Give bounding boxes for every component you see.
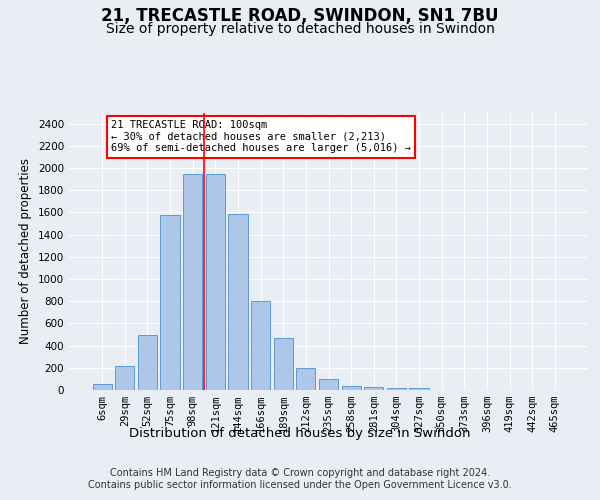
Bar: [409, 388, 428, 390]
Bar: [341, 386, 361, 390]
Bar: [92, 384, 112, 390]
Bar: [296, 368, 316, 390]
Y-axis label: Number of detached properties: Number of detached properties: [19, 158, 32, 344]
Text: 21, TRECASTLE ROAD, SWINDON, SN1 7BU: 21, TRECASTLE ROAD, SWINDON, SN1 7BU: [101, 8, 499, 26]
Bar: [274, 338, 293, 390]
Text: Size of property relative to detached houses in Swindon: Size of property relative to detached ho…: [106, 22, 494, 36]
Bar: [251, 301, 270, 390]
Bar: [319, 380, 338, 390]
Text: Contains public sector information licensed under the Open Government Licence v3: Contains public sector information licen…: [88, 480, 512, 490]
Bar: [206, 174, 225, 390]
Bar: [115, 366, 134, 390]
Text: Contains HM Land Registry data © Crown copyright and database right 2024.: Contains HM Land Registry data © Crown c…: [110, 468, 490, 477]
Bar: [229, 214, 248, 390]
Bar: [387, 388, 406, 390]
Bar: [160, 214, 180, 390]
Text: Distribution of detached houses by size in Swindon: Distribution of detached houses by size …: [129, 428, 471, 440]
Bar: [364, 386, 383, 390]
Text: 21 TRECASTLE ROAD: 100sqm
← 30% of detached houses are smaller (2,213)
69% of se: 21 TRECASTLE ROAD: 100sqm ← 30% of detac…: [111, 120, 411, 154]
Bar: [183, 174, 202, 390]
Bar: [138, 334, 157, 390]
